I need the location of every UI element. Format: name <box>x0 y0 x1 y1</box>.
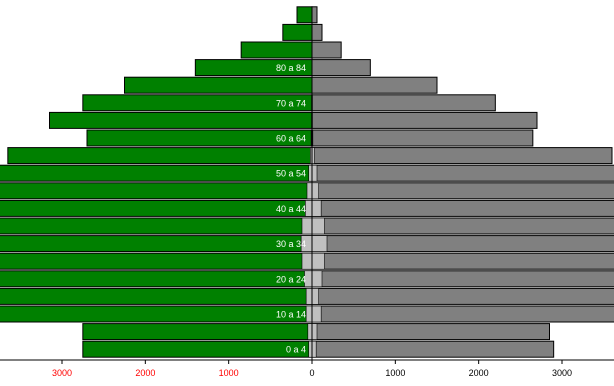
bar-left-0-a-4 <box>83 341 312 357</box>
bar-right-inner-25-a-29 <box>312 253 325 269</box>
bar-right-15-a-19 <box>312 288 614 304</box>
bar-left-10-a-14 <box>0 306 312 322</box>
bar-right-65-a-69 <box>312 112 537 128</box>
bar-right-inner-20-a-24 <box>312 271 322 287</box>
bar-left-95-a-99 <box>297 7 312 23</box>
bar-right-45-a-49 <box>312 183 614 199</box>
bar-right-inner-10-a-14 <box>312 306 321 322</box>
age-label-60-a-64: 60 a 64 <box>276 134 306 144</box>
bar-left-90-a-94 <box>283 24 312 40</box>
age-label-0-a-4: 0 a 4 <box>286 345 306 355</box>
bar-right-5-a-9 <box>312 324 550 340</box>
x-tick-label-right: 1000 <box>385 368 405 378</box>
age-label-20-a-24: 20 a 24 <box>276 274 306 284</box>
bar-left-40-a-44 <box>0 200 312 216</box>
bar-right-inner-50-a-54 <box>312 165 317 181</box>
x-tick-label-right: 3000 <box>552 368 572 378</box>
bar-right-80-a-84 <box>312 60 370 76</box>
bar-right-90-a-94 <box>312 24 322 40</box>
x-tick-label-left: 2000 <box>135 368 155 378</box>
bar-left-30-a-34 <box>0 236 312 252</box>
bar-right-inner-0-a-4 <box>312 341 316 357</box>
bar-left-15-a-19 <box>0 288 312 304</box>
x-tick-label-left: 3000 <box>52 368 72 378</box>
bar-right-85-a-89 <box>312 42 341 58</box>
bar-left-35-a-39 <box>0 218 312 234</box>
bar-right-55-a-59 <box>312 148 612 164</box>
bar-left-inner-15-a-19 <box>306 288 312 304</box>
bar-left-20-a-24 <box>0 271 312 287</box>
bar-right-inner-15-a-19 <box>312 288 319 304</box>
bar-left-85-a-89 <box>241 42 312 58</box>
bar-left-50-a-54 <box>0 165 312 181</box>
age-label-40-a-44: 40 a 44 <box>276 204 306 214</box>
bar-left-25-a-29 <box>0 253 312 269</box>
bar-right-25-a-29 <box>312 253 614 269</box>
bar-right-35-a-39 <box>312 218 614 234</box>
age-label-80-a-84: 80 a 84 <box>276 63 306 73</box>
bar-right-inner-5-a-9 <box>312 324 317 340</box>
age-label-70-a-74: 70 a 74 <box>276 98 306 108</box>
bar-right-20-a-24 <box>312 271 614 287</box>
bar-right-75-a-79 <box>312 77 437 93</box>
bar-right-95-a-99 <box>312 7 317 23</box>
bar-left-5-a-9 <box>83 324 312 340</box>
bar-right-0-a-4 <box>312 341 554 357</box>
bar-left-inner-10-a-14 <box>306 306 312 322</box>
age-label-30-a-34: 30 a 34 <box>276 239 306 249</box>
bar-right-inner-45-a-49 <box>312 183 319 199</box>
age-label-10-a-14: 10 a 14 <box>276 310 306 320</box>
bar-right-10-a-14 <box>312 306 614 322</box>
bar-left-inner-40-a-44 <box>305 200 312 216</box>
bar-left-inner-5-a-9 <box>308 324 312 340</box>
bar-left-inner-45-a-49 <box>307 183 312 199</box>
bar-right-inner-35-a-39 <box>312 218 325 234</box>
x-tick-label-right: 2000 <box>469 368 489 378</box>
bar-right-60-a-64 <box>312 130 533 146</box>
x-tick-label-right: 0 <box>309 368 314 378</box>
bar-right-inner-30-a-34 <box>312 236 327 252</box>
bar-left-inner-35-a-39 <box>302 218 312 234</box>
bar-right-30-a-34 <box>312 236 614 252</box>
bar-right-40-a-44 <box>312 200 614 216</box>
bar-left-65-a-69 <box>50 112 313 128</box>
bar-right-50-a-54 <box>312 165 614 181</box>
bar-left-45-a-49 <box>0 183 312 199</box>
bar-left-75-a-79 <box>125 77 313 93</box>
bar-right-inner-40-a-44 <box>312 200 321 216</box>
bar-right-70-a-74 <box>312 95 495 111</box>
age-label-50-a-54: 50 a 54 <box>276 169 306 179</box>
x-tick-label-left: 1000 <box>219 368 239 378</box>
bar-left-55-a-59 <box>8 148 312 164</box>
bar-left-inner-25-a-29 <box>302 253 312 269</box>
